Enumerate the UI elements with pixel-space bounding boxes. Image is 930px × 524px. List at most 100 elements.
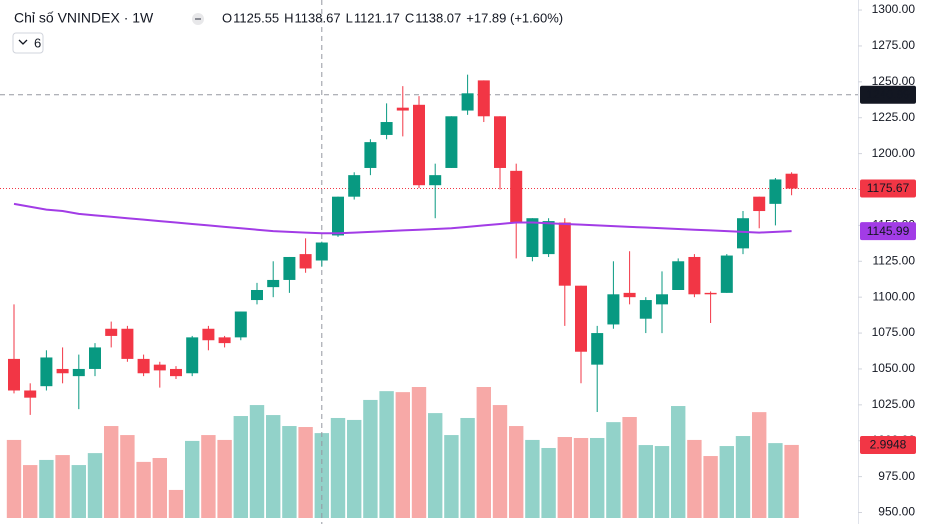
crosshair-price-label-bg bbox=[860, 85, 916, 104]
volume-bar bbox=[87, 453, 103, 518]
candle-body bbox=[348, 175, 361, 197]
y-tick-label: 950.00 bbox=[878, 505, 915, 519]
volume-bar bbox=[428, 413, 443, 518]
volume-bar bbox=[622, 417, 637, 518]
candle-body bbox=[137, 358, 150, 374]
candle-body bbox=[445, 116, 458, 168]
volume-bar bbox=[752, 412, 767, 518]
volume-bar bbox=[395, 392, 410, 518]
y-tick-label: 1275.00 bbox=[872, 38, 916, 52]
candle-body bbox=[396, 107, 409, 111]
volume-bar bbox=[217, 439, 232, 518]
volume-label: 2.9948 bbox=[870, 438, 907, 452]
candle-body bbox=[737, 218, 749, 249]
volume-bar bbox=[120, 435, 135, 518]
volume-bar bbox=[282, 426, 297, 518]
volume-bar bbox=[23, 465, 38, 518]
y-tick-label: 1300.00 bbox=[872, 2, 916, 16]
candle-body bbox=[234, 311, 247, 338]
candle-body bbox=[72, 368, 85, 377]
volume-bar bbox=[55, 455, 70, 518]
legend-item: L bbox=[346, 10, 353, 25]
y-tick-label: 975.00 bbox=[878, 469, 915, 483]
crosshair-price-label: 1240.99 bbox=[866, 87, 910, 101]
candle-body bbox=[510, 170, 523, 223]
candle-body bbox=[720, 255, 733, 293]
legend-item: 1138.07 bbox=[415, 10, 461, 25]
candle-body bbox=[413, 104, 425, 186]
volume-bar bbox=[39, 459, 54, 518]
volume-bar bbox=[460, 417, 475, 518]
y-tick-label: 1225.00 bbox=[872, 110, 916, 124]
legend-item: C bbox=[405, 10, 414, 25]
volume-bar bbox=[671, 406, 686, 518]
volume-bar bbox=[6, 439, 22, 518]
candle-body bbox=[218, 337, 231, 344]
volume-bar bbox=[444, 435, 459, 518]
candle-body bbox=[429, 175, 442, 186]
volume-bar bbox=[541, 447, 556, 518]
candle-body bbox=[607, 294, 620, 325]
candle-body bbox=[575, 285, 587, 352]
volume-bar bbox=[347, 419, 362, 518]
candle-body bbox=[380, 122, 393, 135]
ma-price-label-bg bbox=[860, 222, 916, 241]
candle-body bbox=[672, 261, 685, 290]
candle-body bbox=[656, 294, 668, 305]
candle-body bbox=[121, 328, 134, 359]
candle-body bbox=[40, 357, 53, 387]
candle-body bbox=[704, 292, 717, 295]
candle-body bbox=[56, 368, 69, 374]
volume-bar bbox=[590, 437, 605, 518]
candle-body bbox=[153, 364, 166, 371]
candle-body bbox=[315, 242, 328, 261]
candle-body bbox=[251, 289, 263, 301]
candle-body bbox=[105, 328, 118, 336]
volume-bar bbox=[784, 444, 799, 518]
volume-bar bbox=[363, 399, 378, 518]
volume-bar bbox=[249, 405, 265, 518]
legend-item: +17.89 (+1.60%) bbox=[466, 10, 563, 25]
volume-bar bbox=[152, 457, 167, 518]
y-tick-label: 1025.00 bbox=[872, 397, 916, 411]
ma-price-label: 1145.99 bbox=[867, 224, 910, 238]
volume-bar bbox=[768, 443, 783, 518]
volume-bar bbox=[104, 426, 119, 518]
candle-body bbox=[477, 80, 490, 117]
candle-body bbox=[299, 254, 312, 269]
candle-body bbox=[89, 347, 101, 369]
candle-body bbox=[267, 279, 280, 288]
volume-bar bbox=[233, 416, 248, 518]
legend-item: O bbox=[222, 10, 232, 25]
volume-bar bbox=[266, 415, 281, 518]
y-tick-label: 1125.00 bbox=[873, 253, 916, 267]
candle-body bbox=[526, 218, 539, 257]
y-tick-label: 1075.00 bbox=[872, 325, 916, 339]
candle-body bbox=[494, 116, 506, 168]
volume-bar bbox=[638, 445, 653, 518]
volume-bar bbox=[606, 422, 621, 518]
candle-body bbox=[283, 256, 296, 280]
volume-bar bbox=[557, 437, 572, 518]
indicator-count: 6 bbox=[34, 35, 41, 50]
volume-bar bbox=[136, 461, 151, 518]
legend-item: 1138.67 bbox=[295, 10, 341, 25]
candle-body bbox=[688, 256, 701, 295]
indicator-toggle[interactable] bbox=[12, 32, 44, 54]
candle-body bbox=[623, 292, 636, 298]
volume-bar bbox=[298, 427, 313, 518]
candle-body bbox=[591, 333, 604, 365]
volume-bar bbox=[703, 456, 718, 518]
plot bbox=[0, 0, 858, 524]
volume-bar bbox=[201, 435, 216, 518]
y-tick-label: 1100.00 bbox=[873, 289, 916, 303]
volume-bar bbox=[492, 405, 508, 518]
candle-body bbox=[364, 142, 377, 168]
legend: Chỉ số VNINDEX · 1W 6 O 1125.55 H 1138.67 L 1… bbox=[12, 10, 563, 54]
volume-bar bbox=[411, 387, 427, 518]
volume-label-bg bbox=[860, 435, 916, 454]
last-price-label: 1175.67 bbox=[867, 181, 910, 195]
volume-bar bbox=[525, 439, 540, 518]
y-tick-label: 1200.00 bbox=[872, 146, 916, 160]
